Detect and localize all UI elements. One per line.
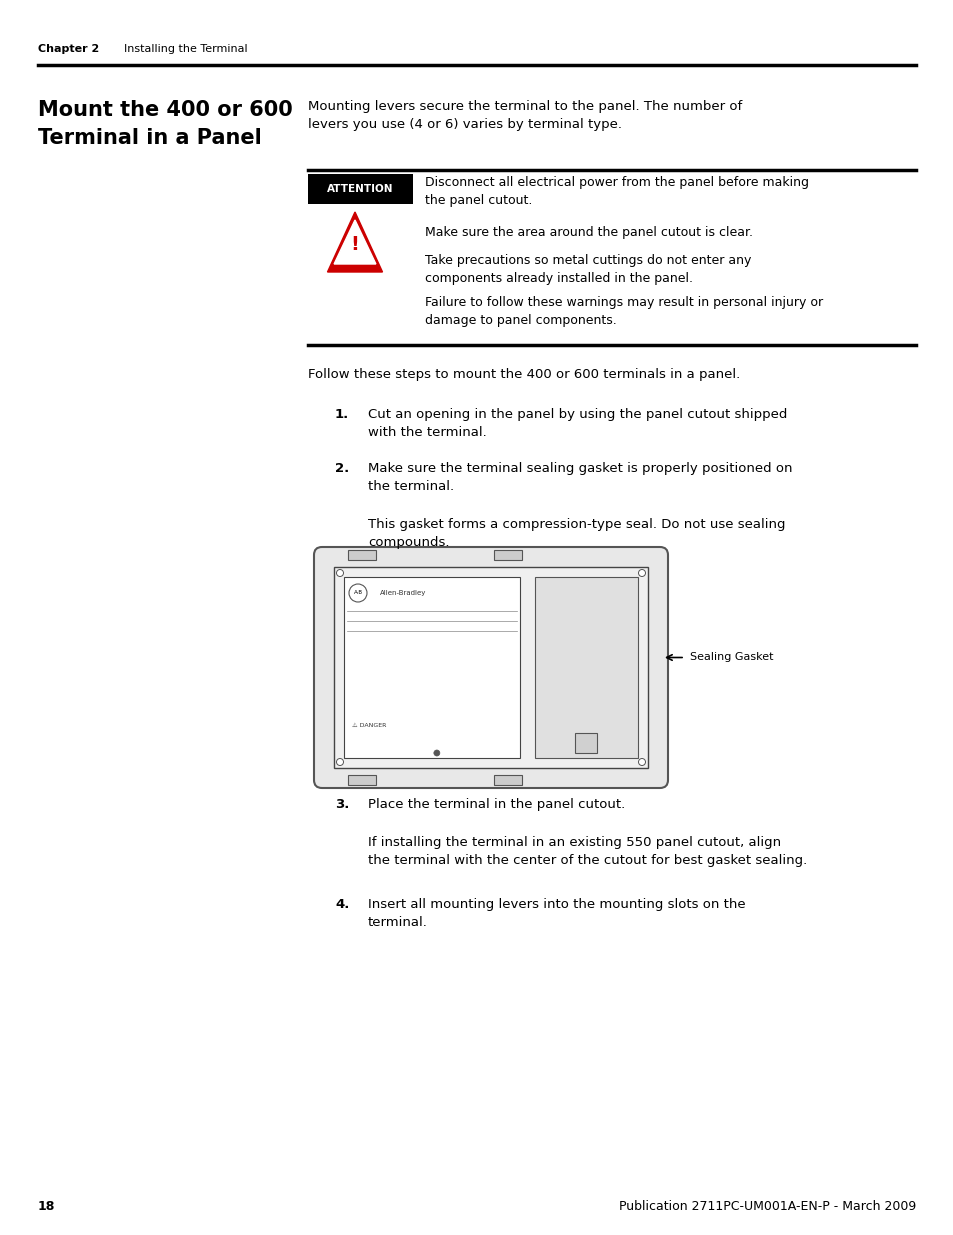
- Text: A-B: A-B: [354, 590, 362, 595]
- Text: Mount the 400 or 600: Mount the 400 or 600: [38, 100, 293, 120]
- Text: Place the terminal in the panel cutout.: Place the terminal in the panel cutout.: [368, 798, 624, 811]
- Text: Sealing Gasket: Sealing Gasket: [689, 652, 773, 662]
- Text: Make sure the area around the panel cutout is clear.: Make sure the area around the panel cuto…: [424, 226, 752, 240]
- Polygon shape: [327, 212, 382, 272]
- Text: Publication 2711PC-UM001A-EN-P - March 2009: Publication 2711PC-UM001A-EN-P - March 2…: [618, 1200, 915, 1213]
- Bar: [348, 776, 375, 785]
- Bar: [494, 550, 521, 559]
- Text: Mounting levers secure the terminal to the panel. The number of
levers you use (: Mounting levers secure the terminal to t…: [308, 100, 741, 131]
- Circle shape: [434, 750, 439, 756]
- Polygon shape: [334, 220, 375, 264]
- Circle shape: [336, 569, 343, 577]
- Text: Chapter 2: Chapter 2: [38, 44, 99, 54]
- Text: Terminal in a Panel: Terminal in a Panel: [38, 128, 261, 148]
- Bar: [344, 577, 519, 758]
- Text: ATTENTION: ATTENTION: [327, 184, 394, 194]
- Text: Cut an opening in the panel by using the panel cutout shipped
with the terminal.: Cut an opening in the panel by using the…: [368, 408, 786, 438]
- Circle shape: [638, 758, 645, 766]
- Text: Take precautions so metal cuttings do not enter any
components already installed: Take precautions so metal cuttings do no…: [424, 254, 751, 285]
- Bar: [534, 577, 638, 758]
- Text: Follow these steps to mount the 400 or 600 terminals in a panel.: Follow these steps to mount the 400 or 6…: [308, 368, 740, 382]
- Circle shape: [349, 584, 367, 601]
- Text: 4.: 4.: [335, 898, 349, 911]
- Bar: [308, 174, 413, 204]
- Text: 18: 18: [38, 1200, 55, 1213]
- Bar: [494, 776, 521, 785]
- Text: Failure to follow these warnings may result in personal injury or
damage to pane: Failure to follow these warnings may res…: [424, 296, 822, 327]
- Bar: [575, 734, 597, 753]
- Circle shape: [638, 569, 645, 577]
- Bar: [334, 567, 647, 768]
- Text: Disconnect all electrical power from the panel before making
the panel cutout.: Disconnect all electrical power from the…: [424, 177, 808, 207]
- Text: Make sure the terminal sealing gasket is properly positioned on
the terminal.: Make sure the terminal sealing gasket is…: [368, 462, 792, 493]
- Text: Allen-Bradley: Allen-Bradley: [379, 590, 426, 597]
- Text: 1.: 1.: [335, 408, 349, 421]
- Text: !: !: [350, 236, 359, 254]
- Text: This gasket forms a compression-type seal. Do not use sealing
compounds.: This gasket forms a compression-type sea…: [368, 517, 784, 550]
- Circle shape: [336, 758, 343, 766]
- Text: If installing the terminal in an existing 550 panel cutout, align
the terminal w: If installing the terminal in an existin…: [368, 836, 806, 867]
- FancyBboxPatch shape: [314, 547, 667, 788]
- Text: ⚠ DANGER: ⚠ DANGER: [352, 722, 386, 727]
- Text: Installing the Terminal: Installing the Terminal: [110, 44, 248, 54]
- Text: 2.: 2.: [335, 462, 349, 475]
- Text: Insert all mounting levers into the mounting slots on the
terminal.: Insert all mounting levers into the moun…: [368, 898, 745, 929]
- Bar: [348, 550, 375, 559]
- Text: 3.: 3.: [335, 798, 349, 811]
